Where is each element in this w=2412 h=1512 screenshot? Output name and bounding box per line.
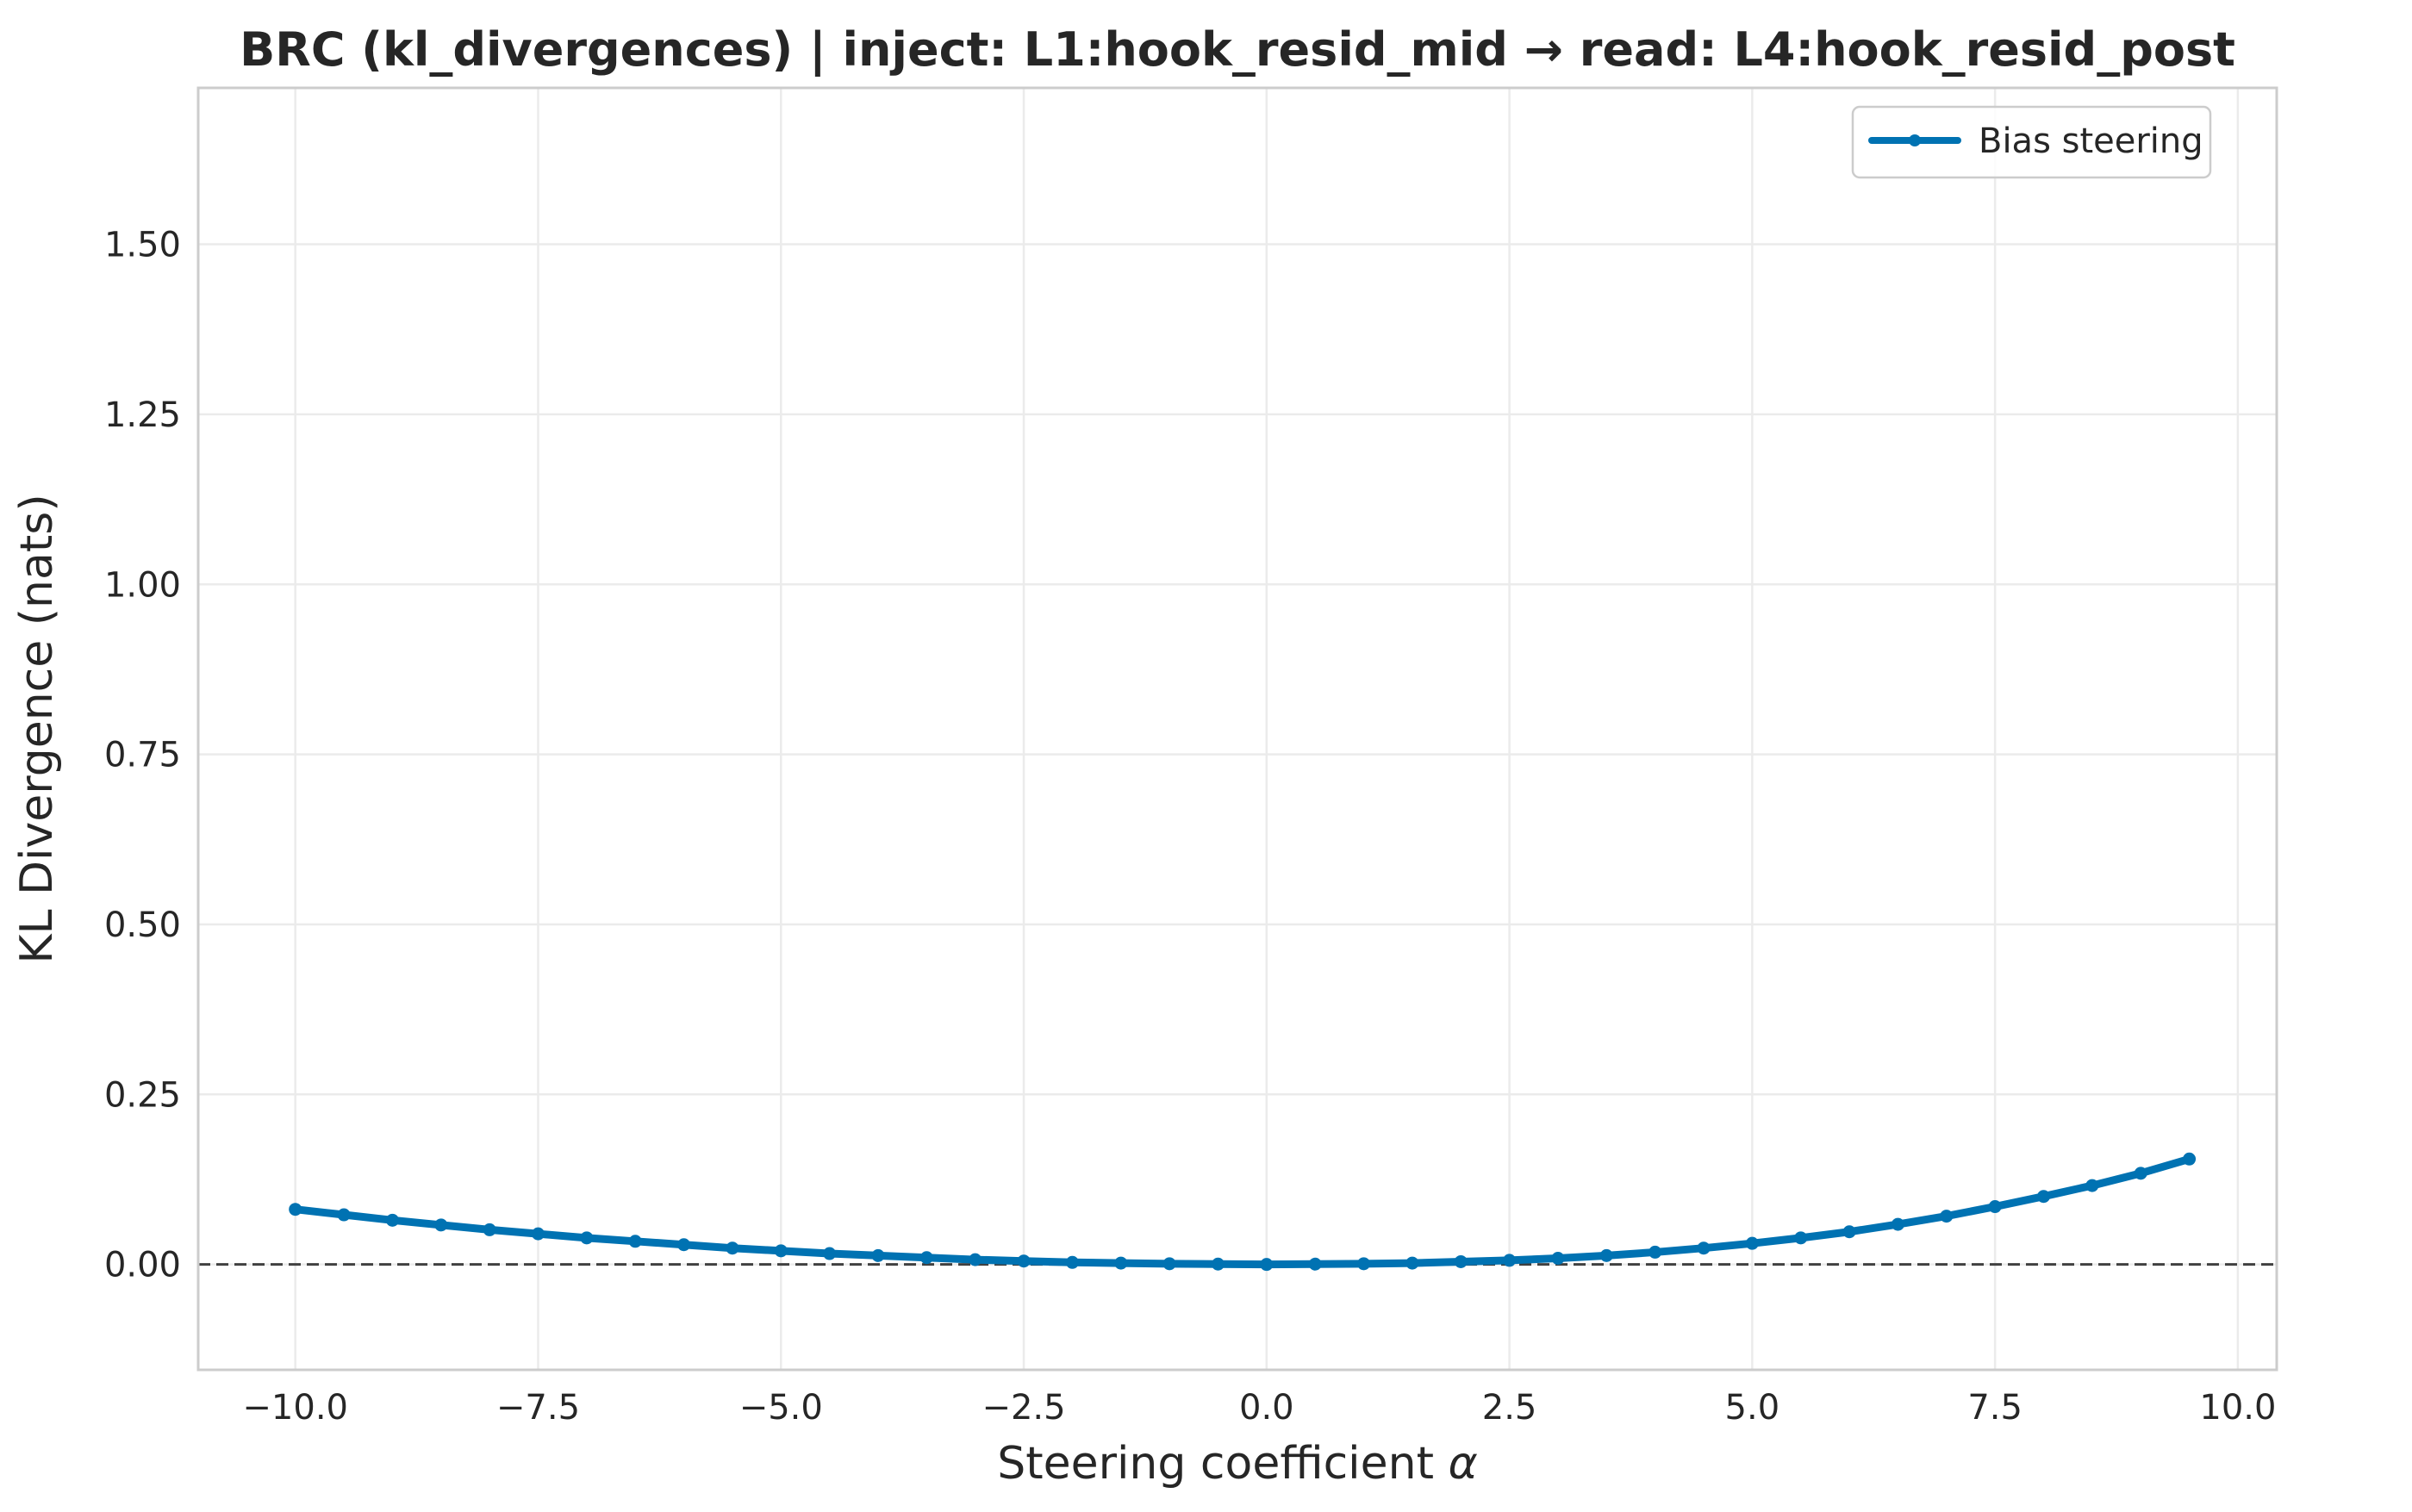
data-point [1308,1257,1322,1271]
series-layer [289,1152,2197,1272]
data-point [580,1231,594,1245]
data-point [2085,1179,2099,1192]
data-point [871,1248,885,1262]
data-point [1745,1236,1759,1250]
data-point [1794,1231,1808,1245]
y-tick-label: 0.25 [104,1075,181,1115]
data-point [1405,1256,1419,1270]
x-tick-label: 7.5 [1967,1388,2022,1428]
x-tick-label: 5.0 [1725,1388,1780,1428]
data-point [1260,1258,1274,1272]
data-point [1940,1210,1954,1223]
data-point [385,1213,399,1227]
x-tick-label: −7.5 [496,1388,580,1428]
x-tick-label: −5.0 [739,1388,823,1428]
x-tick-label: −2.5 [982,1388,1065,1428]
x-axis-label: Steering coefficient α [997,1438,1478,1490]
data-point [1357,1257,1371,1271]
legend: Bias steering [1851,105,2212,179]
data-point [434,1218,448,1232]
data-point [823,1247,837,1260]
y-tick-labels: 0.00 0.25 0.50 0.75 1.00 1.25 1.50 [104,226,181,1285]
x-tick-label: 10.0 [2199,1388,2276,1428]
data-point [1599,1248,1613,1262]
y-tick-label: 0.75 [104,736,181,775]
x-tick-label: −10.0 [242,1388,348,1428]
data-point [774,1244,788,1258]
data-point [1842,1225,1856,1239]
data-point [1649,1245,1662,1259]
data-point [1697,1241,1711,1255]
y-tick-label: 1.00 [104,565,181,605]
series-line-bias-steering [291,1154,2194,1269]
legend-label-bias-steering: Bias steering [1979,121,2203,161]
data-point [1017,1254,1031,1268]
legend-marker-swatch [1909,134,1921,146]
data-point [726,1241,739,1255]
data-point [1454,1254,1468,1268]
data-point [1162,1257,1176,1271]
y-tick-label: 1.50 [104,226,181,265]
plot-frame [196,86,2278,1372]
data-point [1503,1254,1517,1267]
y-tick-label: 0.00 [104,1246,181,1285]
data-point [1551,1252,1565,1266]
data-point [919,1251,933,1265]
data-point [1211,1257,1225,1271]
data-point [628,1235,642,1248]
data-point [2134,1167,2147,1180]
x-tick-label: 0.0 [1239,1388,1294,1428]
data-point [1891,1217,1904,1231]
data-point [2036,1190,2050,1204]
y-tick-label: 1.25 [104,395,181,435]
data-point [337,1208,351,1222]
data-point [969,1253,982,1266]
data-point [531,1227,545,1241]
x-tick-labels: −10.0 −7.5 −5.0 −2.5 0.0 2.5 5.0 7.5 10.0 [242,1388,2276,1428]
x-tick-label: 2.5 [1482,1388,1537,1428]
data-point [483,1223,496,1236]
data-point [677,1238,691,1252]
data-point [1065,1255,1079,1269]
data-point [2183,1152,2197,1166]
data-point [1114,1256,1128,1270]
chart-title: BRC (kl_divergences) | inject: L1:hook_r… [240,22,2235,77]
data-point [289,1203,302,1216]
y-tick-label: 0.50 [104,905,181,945]
y-axis-label: KL Divergence (nats) [11,494,63,963]
legend-frame [1851,105,2212,179]
plot-area [198,88,2277,1370]
data-point [1988,1200,2002,1214]
